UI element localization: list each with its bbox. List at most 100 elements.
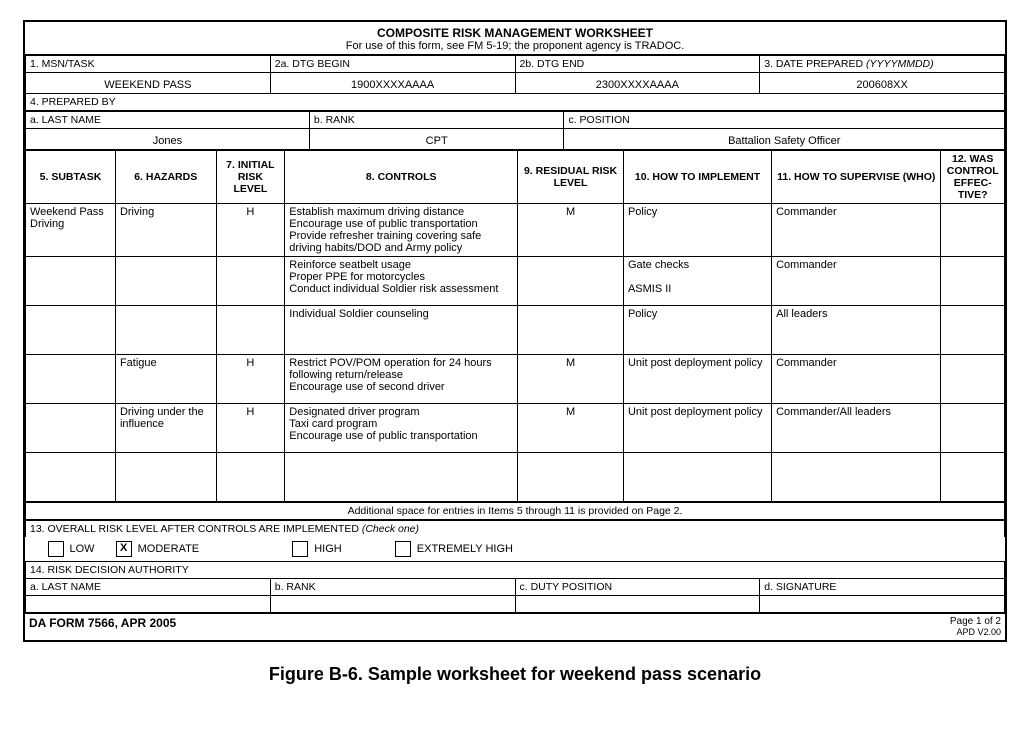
cell: [115, 257, 216, 306]
checkbox-exhigh[interactable]: [395, 541, 411, 557]
table-row: Reinforce seatbelt usage Proper PPE for …: [26, 257, 1005, 306]
value-position: Battalion Safety Officer: [564, 129, 1005, 150]
auth-signature: d. SIGNATURE: [760, 579, 1005, 596]
cell: Weekend Pass Driving: [26, 204, 116, 257]
col-implement: 10. HOW TO IMPLEMENT: [623, 151, 771, 204]
auth-last-name: a. LAST NAME: [26, 579, 271, 596]
cell: H: [216, 404, 285, 453]
label-dtg-end: 2b. DTG END: [515, 56, 760, 73]
table-row: [26, 453, 1005, 502]
cell: [518, 306, 624, 355]
cell: [26, 355, 116, 404]
cell: H: [216, 204, 285, 257]
value-msn-task: WEEKEND PASS: [26, 73, 271, 94]
table-row: Individual Soldier counseling PolicyAll l…: [26, 306, 1005, 355]
col-subtask: 5. SUBTASK: [26, 151, 116, 204]
cell: [623, 453, 771, 502]
cell: [26, 404, 116, 453]
form-footer: DA FORM 7566, APR 2005 Page 1 of 2APD V2…: [25, 613, 1005, 640]
title-block: COMPOSITE RISK MANAGEMENT WORKSHEET For …: [25, 22, 1005, 55]
cell: [216, 453, 285, 502]
decision-authority-block: 14. RISK DECISION AUTHORITY a. LAST NAME…: [25, 561, 1005, 613]
cell: [26, 306, 116, 355]
opt-moderate: MODERATE: [138, 543, 200, 555]
cell: [26, 453, 116, 502]
opt-high: HIGH: [314, 543, 342, 555]
value-date-prepared: 200608XX: [760, 73, 1005, 94]
value-last-name: Jones: [26, 129, 310, 150]
cell: [518, 257, 624, 306]
col-controls: 8. CONTROLS: [285, 151, 518, 204]
cell: [941, 355, 1005, 404]
cell: M: [518, 355, 624, 404]
cell: H: [216, 355, 285, 404]
cell: Commander: [772, 355, 941, 404]
cell: Driving under the influence: [115, 404, 216, 453]
col-residual-risk: 9. RESIDUAL RISK LEVEL: [518, 151, 624, 204]
cell: Gate checks ASMIS II: [623, 257, 771, 306]
auth-duty-position: c. DUTY POSITION: [515, 579, 760, 596]
auth-rank: b. RANK: [270, 579, 515, 596]
opt-low: LOW: [70, 543, 95, 555]
cell: Establish maximum driving distance Encou…: [285, 204, 518, 257]
figure-caption: Figure B-6. Sample worksheet for weekend…: [20, 664, 1010, 685]
cell: Restrict POV/POM operation for 24 hours …: [285, 355, 518, 404]
cell: All leaders: [772, 306, 941, 355]
cell: Policy: [623, 306, 771, 355]
value-dtg-end: 2300XXXXAAAA: [515, 73, 760, 94]
cell: Unit post deployment policy: [623, 404, 771, 453]
label-prepared-by: 4. PREPARED BY: [26, 94, 1005, 111]
col-initial-risk: 7. INITIAL RISK LEVEL: [216, 151, 285, 204]
cell: Unit post deployment policy: [623, 355, 771, 404]
cell: Individual Soldier counseling: [285, 306, 518, 355]
label-position: c. POSITION: [564, 112, 1005, 129]
cell: [216, 306, 285, 355]
cell: [115, 453, 216, 502]
cell: Designated driver program Taxi card prog…: [285, 404, 518, 453]
cell: [941, 204, 1005, 257]
cell: Commander/All leaders: [772, 404, 941, 453]
cell: Policy: [623, 204, 771, 257]
label-msn-task: 1. MSN/TASK: [26, 56, 271, 73]
addl-space-row: Additional space for entries in Items 5 …: [25, 502, 1005, 520]
cell: [941, 257, 1005, 306]
cell: Commander: [772, 204, 941, 257]
value-dtg-begin: 1900XXXXAAAA: [270, 73, 515, 94]
header-table: 1. MSN/TASK 2a. DTG BEGIN 2b. DTG END 3.…: [25, 55, 1005, 111]
opt-exhigh: EXTREMELY HIGH: [417, 543, 513, 555]
overall-risk-block: 13. OVERALL RISK LEVEL AFTER CONTROLS AR…: [25, 520, 1005, 561]
table-row: FatigueHRestrict POV/POM operation for 2…: [26, 355, 1005, 404]
cell: [772, 453, 941, 502]
label-rank: b. RANK: [309, 112, 564, 129]
col-hazards: 6. HAZARDS: [115, 151, 216, 204]
prepared-by-table: a. LAST NAME b. RANK c. POSITION Jones C…: [25, 111, 1005, 150]
label-dtg-begin: 2a. DTG BEGIN: [270, 56, 515, 73]
label-last-name: a. LAST NAME: [26, 112, 310, 129]
cell: M: [518, 204, 624, 257]
table-row: Weekend Pass DrivingDrivingHEstablish ma…: [26, 204, 1005, 257]
checkbox-low[interactable]: [48, 541, 64, 557]
cell: [518, 453, 624, 502]
label-overall-risk: 13. OVERALL RISK LEVEL AFTER CONTROLS AR…: [30, 523, 419, 535]
cell: Fatigue: [115, 355, 216, 404]
form-number: DA FORM 7566, APR 2005: [25, 614, 515, 641]
label-date-prepared: 3. DATE PREPARED (YYYYMMDD): [760, 56, 1005, 73]
worksheet-form: COMPOSITE RISK MANAGEMENT WORKSHEET For …: [23, 20, 1007, 642]
cell: M: [518, 404, 624, 453]
cell: [216, 257, 285, 306]
risk-grid: 5. SUBTASK 6. HAZARDS 7. INITIAL RISK LE…: [25, 150, 1005, 502]
cell: Commander: [772, 257, 941, 306]
checkbox-moderate[interactable]: X: [116, 541, 132, 557]
cell: [941, 404, 1005, 453]
cell: [26, 257, 116, 306]
label-decision-authority: 14. RISK DECISION AUTHORITY: [26, 562, 1005, 579]
checkbox-high[interactable]: [292, 541, 308, 557]
cell: [941, 306, 1005, 355]
cell: [941, 453, 1005, 502]
col-supervise: 11. HOW TO SUPERVISE (WHO): [772, 151, 941, 204]
page-info: Page 1 of 2APD V2.00: [515, 614, 1005, 641]
table-row: Driving under the influenceHDesignated d…: [26, 404, 1005, 453]
cell: Driving: [115, 204, 216, 257]
form-title: COMPOSITE RISK MANAGEMENT WORKSHEET: [25, 26, 1005, 40]
value-rank: CPT: [309, 129, 564, 150]
